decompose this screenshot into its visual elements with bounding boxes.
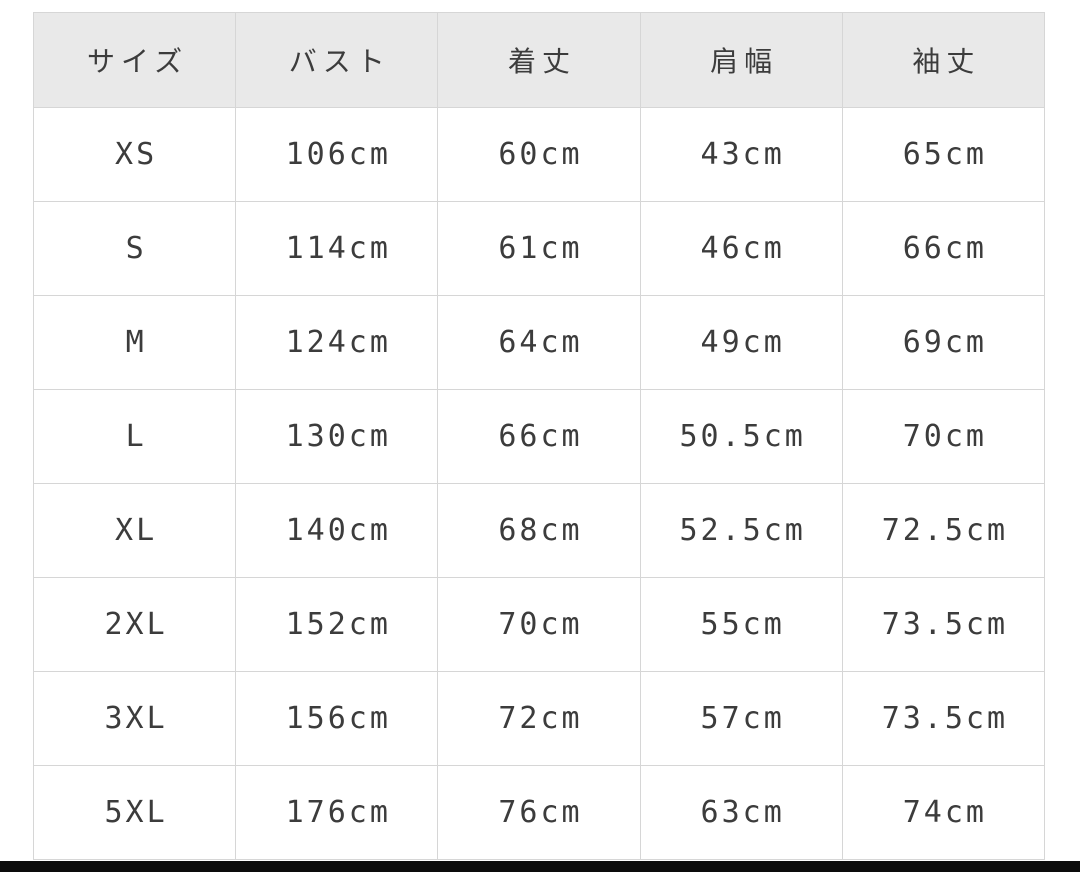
table-row: XL 140cm 68cm 52.5cm 72.5cm — [32, 483, 1046, 578]
bust-cell: 140cm — [235, 483, 439, 578]
bottom-letterbox-bar — [0, 861, 1080, 872]
shoulder-cell: 52.5cm — [639, 483, 843, 578]
size-cell: M — [32, 295, 237, 390]
length-cell: 68cm — [437, 483, 641, 578]
table-row: 3XL 156cm 72cm 57cm 73.5cm — [32, 671, 1046, 766]
shoulder-cell: 50.5cm — [639, 389, 843, 484]
shoulder-cell: 55cm — [639, 577, 843, 672]
bust-cell: 156cm — [235, 671, 439, 766]
length-cell: 70cm — [437, 577, 641, 672]
length-cell: 64cm — [437, 295, 641, 390]
shoulder-cell: 49cm — [639, 295, 843, 390]
size-chart-header: サイズ バスト 着丈 肩幅 袖丈 — [32, 12, 1046, 108]
size-cell: 5XL — [32, 765, 237, 860]
sleeve-cell: 73.5cm — [841, 671, 1046, 766]
column-header-sleeve: 袖丈 — [841, 12, 1046, 108]
length-cell: 60cm — [437, 107, 641, 202]
sleeve-cell: 72.5cm — [841, 483, 1046, 578]
size-cell: 2XL — [32, 577, 237, 672]
table-row: S 114cm 61cm 46cm 66cm — [32, 201, 1046, 296]
shoulder-cell: 46cm — [639, 201, 843, 296]
table-row: 2XL 152cm 70cm 55cm 73.5cm — [32, 577, 1046, 672]
size-chart-body: XS 106cm 60cm 43cm 65cm S 114cm 61cm 46c… — [32, 107, 1046, 860]
size-cell: L — [32, 389, 237, 484]
column-header-size: サイズ — [32, 12, 237, 108]
column-header-length: 着丈 — [437, 12, 641, 108]
bust-cell: 114cm — [235, 201, 439, 296]
table-row: L 130cm 66cm 50.5cm 70cm — [32, 389, 1046, 484]
bust-cell: 176cm — [235, 765, 439, 860]
table-row: XS 106cm 60cm 43cm 65cm — [32, 107, 1046, 202]
size-cell: XL — [32, 483, 237, 578]
length-cell: 76cm — [437, 765, 641, 860]
header-row: サイズ バスト 着丈 肩幅 袖丈 — [32, 12, 1046, 108]
sleeve-cell: 66cm — [841, 201, 1046, 296]
sleeve-cell: 70cm — [841, 389, 1046, 484]
shoulder-cell: 57cm — [639, 671, 843, 766]
size-cell: 3XL — [32, 671, 237, 766]
size-chart-table: サイズ バスト 着丈 肩幅 袖丈 XS 106cm 60cm 43cm 65cm… — [32, 12, 1046, 860]
sleeve-cell: 73.5cm — [841, 577, 1046, 672]
length-cell: 66cm — [437, 389, 641, 484]
bust-cell: 106cm — [235, 107, 439, 202]
length-cell: 72cm — [437, 671, 641, 766]
bust-cell: 124cm — [235, 295, 439, 390]
table-row: 5XL 176cm 76cm 63cm 74cm — [32, 765, 1046, 860]
size-cell: S — [32, 201, 237, 296]
sleeve-cell: 65cm — [841, 107, 1046, 202]
shoulder-cell: 43cm — [639, 107, 843, 202]
table-row: M 124cm 64cm 49cm 69cm — [32, 295, 1046, 390]
bust-cell: 152cm — [235, 577, 439, 672]
shoulder-cell: 63cm — [639, 765, 843, 860]
size-cell: XS — [32, 107, 237, 202]
bust-cell: 130cm — [235, 389, 439, 484]
column-header-bust: バスト — [235, 12, 439, 108]
sleeve-cell: 69cm — [841, 295, 1046, 390]
sleeve-cell: 74cm — [841, 765, 1046, 860]
length-cell: 61cm — [437, 201, 641, 296]
column-header-shoulder: 肩幅 — [639, 12, 843, 108]
